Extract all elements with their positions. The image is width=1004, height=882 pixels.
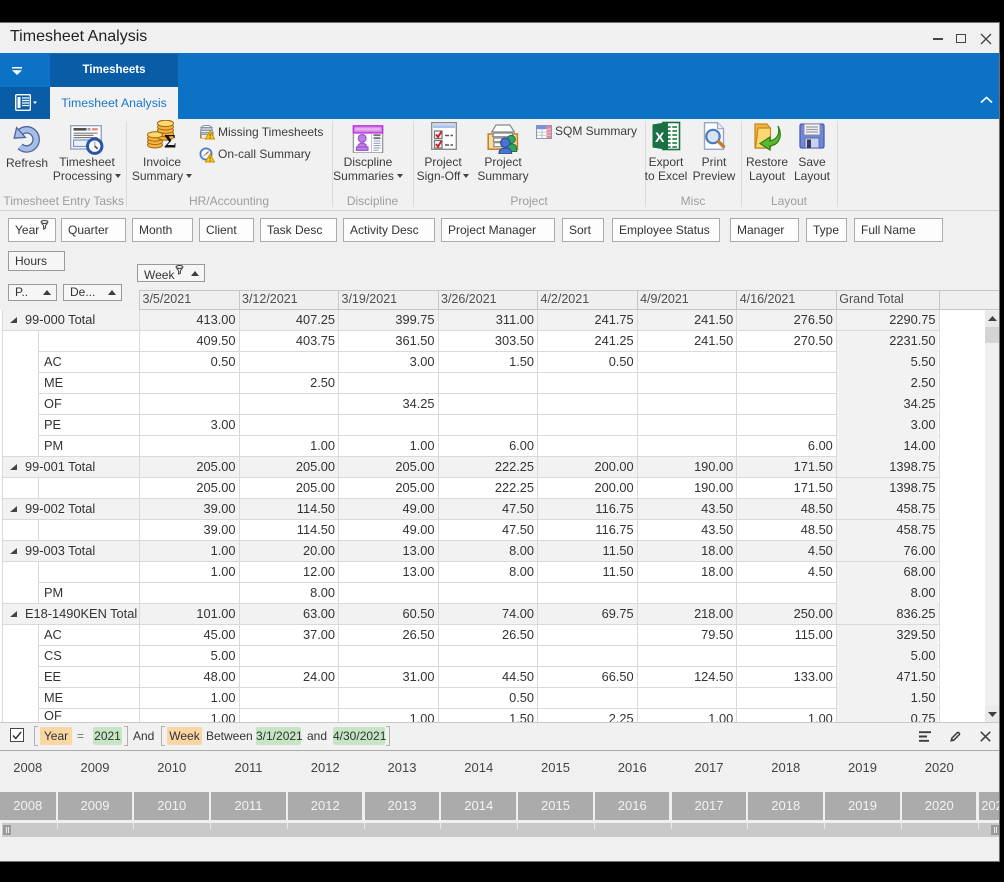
svg-text:X: X — [655, 129, 665, 145]
svg-text:Σ: Σ — [164, 132, 176, 153]
